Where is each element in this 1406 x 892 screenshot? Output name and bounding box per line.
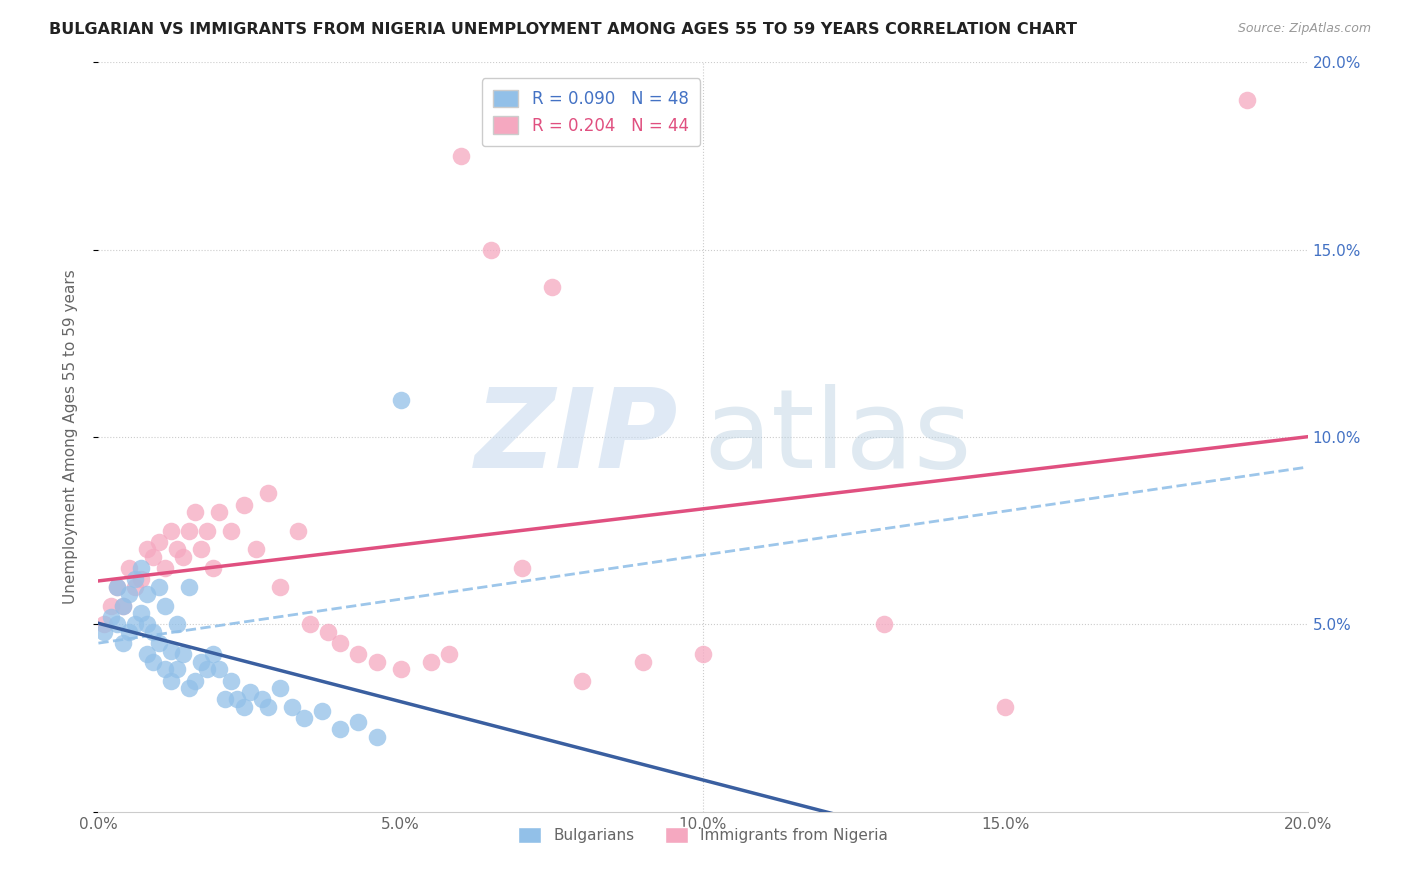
Point — [873, 617, 896, 632]
Point — [160, 524, 183, 538]
Point — [153, 599, 176, 613]
Point — [142, 655, 165, 669]
Point — [232, 498, 254, 512]
Point — [129, 606, 152, 620]
Point — [190, 655, 212, 669]
Point — [299, 617, 322, 632]
Point — [226, 692, 249, 706]
Point — [172, 549, 194, 564]
Point — [148, 535, 170, 549]
Point — [135, 542, 157, 557]
Point — [111, 636, 134, 650]
Point — [389, 392, 412, 407]
Point — [105, 580, 128, 594]
Point — [202, 561, 225, 575]
Point — [269, 681, 291, 695]
Point — [148, 636, 170, 650]
Point — [256, 486, 278, 500]
Point — [329, 723, 352, 737]
Point — [179, 524, 201, 538]
Point — [232, 699, 254, 714]
Point — [347, 648, 370, 662]
Point — [100, 599, 122, 613]
Point — [184, 673, 207, 688]
Point — [100, 610, 122, 624]
Point — [269, 580, 291, 594]
Point — [329, 636, 352, 650]
Point — [221, 524, 243, 538]
Point — [366, 730, 388, 744]
Text: Source: ZipAtlas.com: Source: ZipAtlas.com — [1237, 22, 1371, 36]
Point — [1236, 93, 1258, 107]
Point — [153, 561, 176, 575]
Point — [160, 673, 183, 688]
Point — [221, 673, 243, 688]
Point — [631, 655, 654, 669]
Point — [148, 580, 170, 594]
Point — [166, 542, 188, 557]
Point — [129, 573, 152, 587]
Point — [347, 714, 370, 729]
Legend: Bulgarians, Immigrants from Nigeria: Bulgarians, Immigrants from Nigeria — [512, 821, 894, 849]
Point — [389, 662, 412, 676]
Point — [437, 648, 460, 662]
Point — [111, 599, 134, 613]
Point — [135, 587, 157, 601]
Point — [292, 711, 315, 725]
Point — [111, 599, 134, 613]
Point — [166, 662, 188, 676]
Point — [93, 617, 115, 632]
Text: atlas: atlas — [703, 384, 972, 491]
Point — [450, 149, 472, 163]
Point — [195, 662, 218, 676]
Point — [481, 243, 503, 257]
Point — [153, 662, 176, 676]
Text: BULGARIAN VS IMMIGRANTS FROM NIGERIA UNEMPLOYMENT AMONG AGES 55 TO 59 YEARS CORR: BULGARIAN VS IMMIGRANTS FROM NIGERIA UNE… — [49, 22, 1077, 37]
Point — [166, 617, 188, 632]
Point — [287, 524, 309, 538]
Point — [195, 524, 218, 538]
Point — [190, 542, 212, 557]
Point — [105, 617, 128, 632]
Point — [142, 549, 165, 564]
Point — [692, 648, 714, 662]
Point — [118, 561, 141, 575]
Point — [311, 704, 333, 718]
Point — [208, 505, 231, 519]
Point — [208, 662, 231, 676]
Point — [179, 580, 201, 594]
Point — [160, 643, 183, 657]
Point — [994, 699, 1017, 714]
Point — [172, 648, 194, 662]
Point — [124, 580, 146, 594]
Point — [256, 699, 278, 714]
Point — [142, 624, 165, 639]
Point — [245, 542, 267, 557]
Point — [239, 685, 262, 699]
Point — [118, 587, 141, 601]
Point — [281, 699, 304, 714]
Text: ZIP: ZIP — [475, 384, 679, 491]
Point — [118, 624, 141, 639]
Point — [250, 692, 273, 706]
Y-axis label: Unemployment Among Ages 55 to 59 years: Unemployment Among Ages 55 to 59 years — [63, 269, 77, 605]
Point — [420, 655, 443, 669]
Point — [540, 280, 562, 294]
Point — [124, 617, 146, 632]
Point — [129, 561, 152, 575]
Point — [214, 692, 236, 706]
Point — [179, 681, 201, 695]
Point — [184, 505, 207, 519]
Point — [135, 617, 157, 632]
Point — [105, 580, 128, 594]
Point — [510, 561, 533, 575]
Point — [93, 624, 115, 639]
Point — [571, 673, 593, 688]
Point — [124, 573, 146, 587]
Point — [316, 624, 339, 639]
Point — [366, 655, 388, 669]
Point — [202, 648, 225, 662]
Point — [135, 648, 157, 662]
